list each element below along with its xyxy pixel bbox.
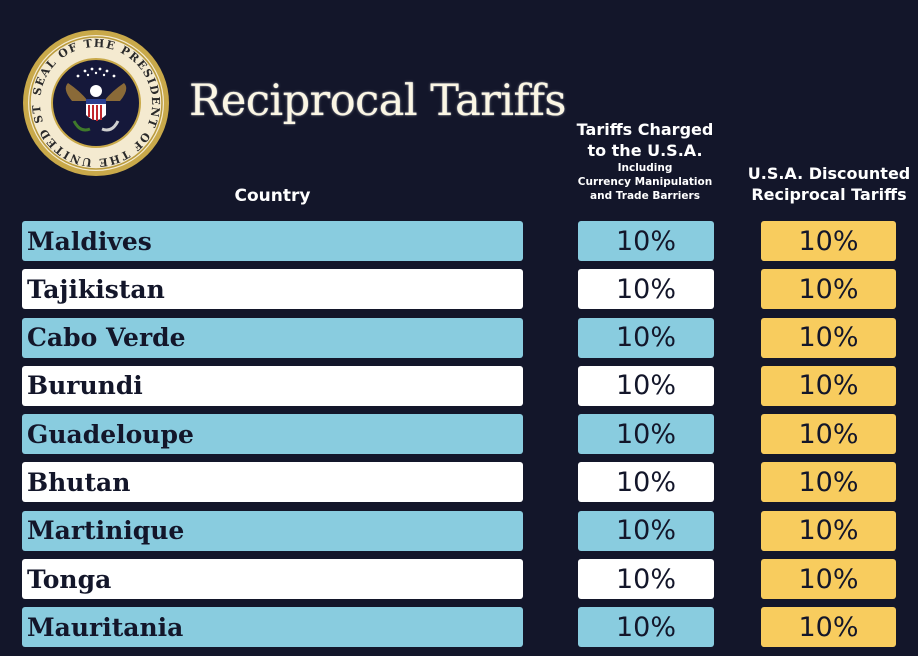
page-title: Reciprocal Tariffs (189, 76, 566, 126)
discounted-tariff-cell: 10% (761, 221, 896, 261)
table-row: Tonga 10% 10% (0, 559, 918, 607)
discounted-tariff-cell: 10% (761, 607, 896, 648)
discounted-tariff-cell: 10% (761, 462, 896, 503)
table-row: Maldives 10% 10% (0, 221, 918, 269)
country-column-header: Country (234, 186, 311, 206)
discounted-tariff-cell: 10% (761, 510, 896, 551)
table-row: Cabo Verde 10% 10% (0, 317, 918, 366)
discounted-tariffs-column-header: U.S.A. Discounted Reciprocal Tariffs (743, 163, 915, 205)
tariff-table: Maldives 10% 10% Tajikistan 10% 10% Cabo… (0, 221, 918, 656)
country-cell: Mauritania (22, 607, 523, 648)
tariff-charged-cell: 10% (578, 607, 714, 648)
discounted-tariff-cell: 10% (761, 365, 896, 406)
table-row: Bhutan 10% 10% (0, 462, 918, 510)
tariffs-charged-header-line1: Tariffs Charged (576, 120, 714, 139)
tariffs-charged-column-header: Tariffs Charged to the U.S.A. Including … (560, 119, 730, 203)
table-row: Martinique 10% 10% (0, 510, 918, 559)
country-cell: Bhutan (22, 462, 523, 503)
country-cell: Cabo Verde (22, 317, 523, 358)
tariff-charged-cell: 10% (578, 510, 714, 551)
table-row: Mauritania 10% 10% (0, 607, 918, 655)
tariff-charged-cell: 10% (578, 365, 714, 406)
discounted-tariff-cell: 10% (761, 269, 896, 310)
table-row: Guadeloupe 10% 10% (0, 414, 918, 462)
tariff-charged-cell: 10% (578, 462, 714, 503)
tariffs-charged-sub3: and Trade Barriers (590, 190, 700, 202)
country-cell: Burundi (22, 365, 523, 406)
tariff-charged-cell: 10% (578, 221, 714, 261)
tariff-charged-cell: 10% (578, 559, 714, 600)
discounted-header-line1: U.S.A. Discounted (747, 164, 911, 183)
tariff-charged-cell: 10% (578, 414, 714, 455)
discounted-header-line2: Reciprocal Tariffs (751, 185, 907, 204)
tariffs-charged-header-line2: to the U.S.A. (587, 141, 703, 160)
presidential-seal-icon: SEAL OF THE PRESIDENT OF THE UNITED STAT… (22, 29, 169, 176)
table-row: Burundi 10% 10% (0, 365, 918, 414)
country-cell: Martinique (22, 510, 523, 551)
country-cell: Tonga (22, 559, 523, 600)
country-cell: Tajikistan (22, 269, 523, 310)
tariff-charged-cell: 10% (578, 317, 714, 358)
discounted-tariff-cell: 10% (761, 414, 896, 455)
table-row: Tajikistan 10% 10% (0, 269, 918, 317)
tariff-charged-cell: 10% (578, 269, 714, 310)
discounted-tariff-cell: 10% (761, 559, 896, 600)
tariffs-charged-sub1: Including (617, 162, 673, 174)
country-cell: Maldives (22, 221, 523, 261)
discounted-tariff-cell: 10% (761, 317, 896, 358)
country-cell: Guadeloupe (22, 414, 523, 455)
tariffs-charged-sub2: Currency Manipulation (577, 176, 713, 188)
